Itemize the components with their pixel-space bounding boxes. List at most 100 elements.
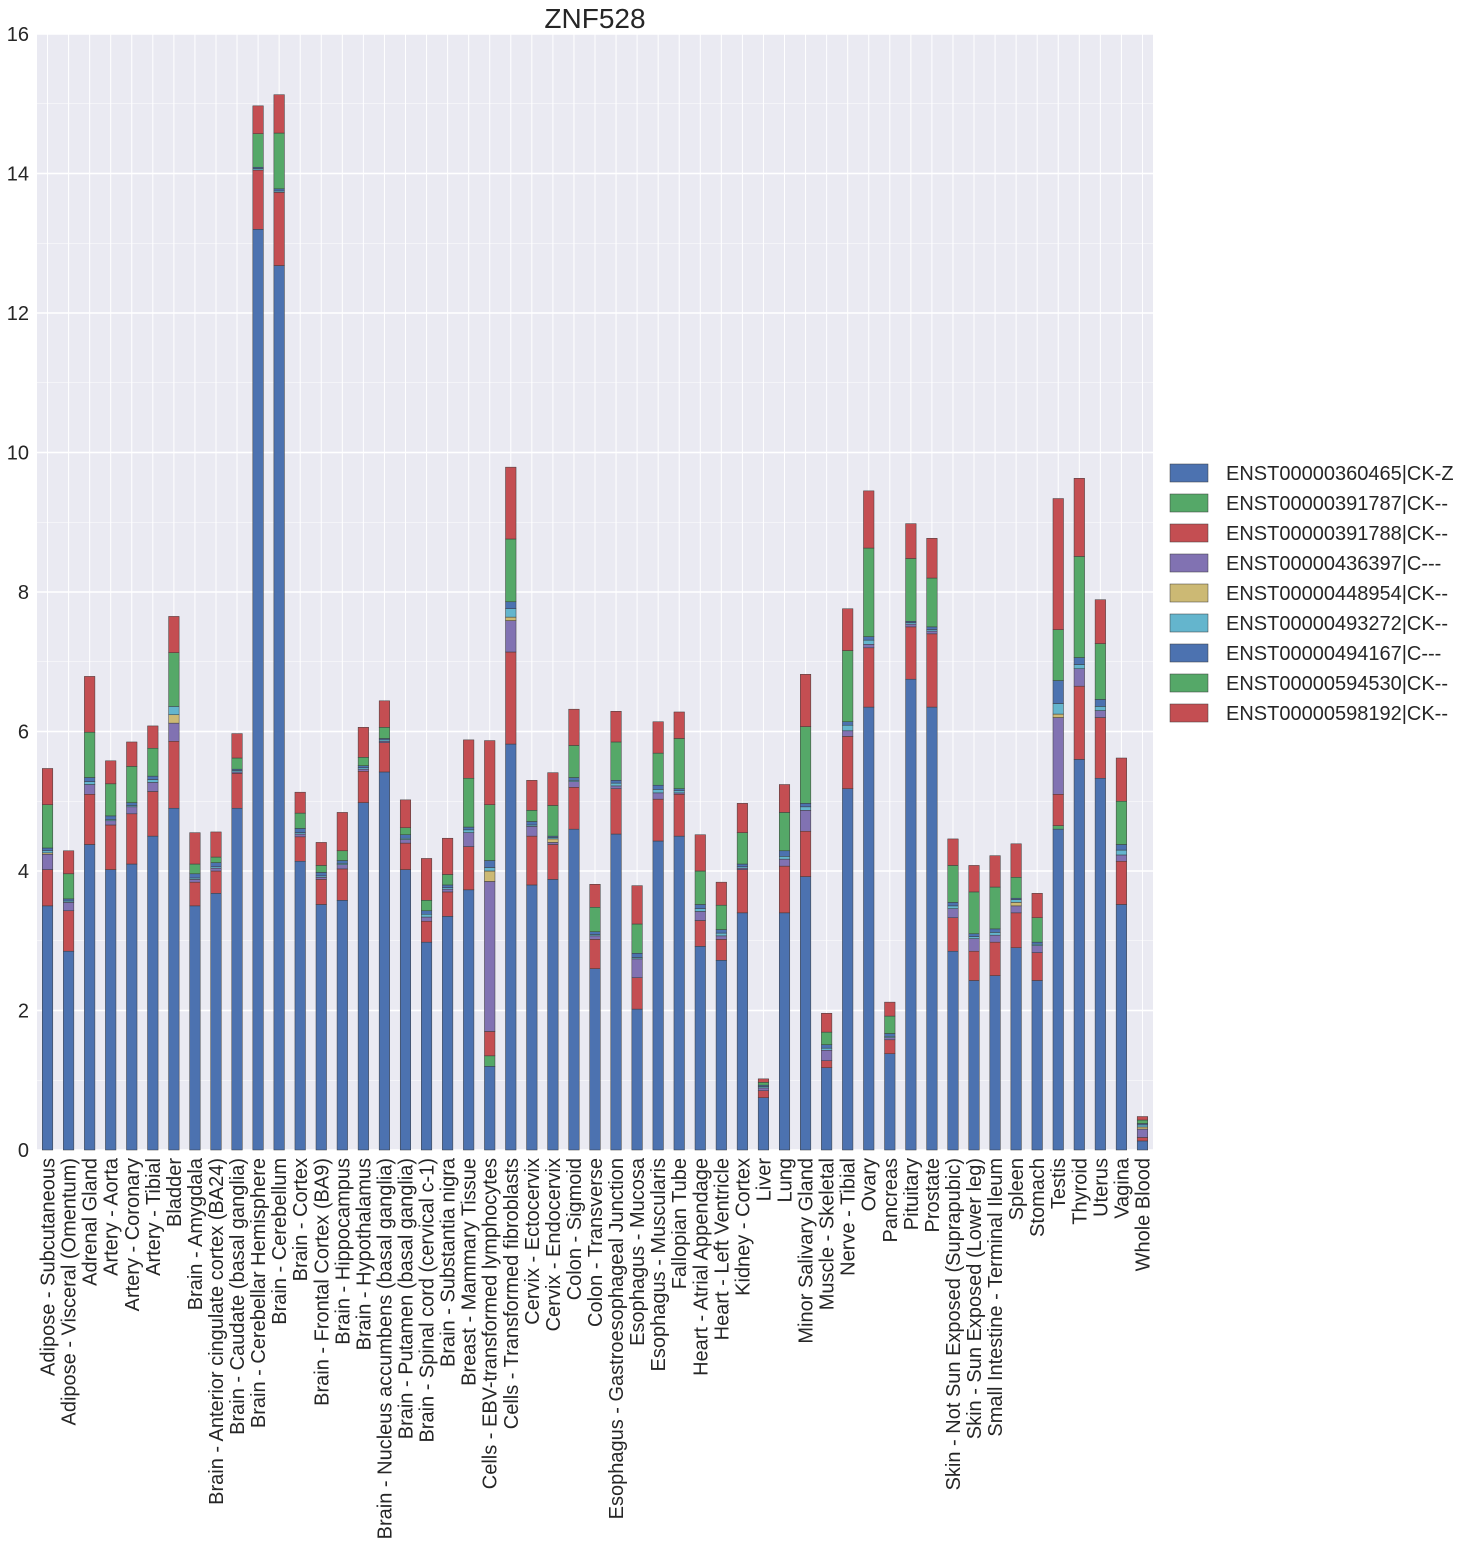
x-tick-label: Brain - Amygdala [185,1157,207,1310]
bar-segment [863,636,875,641]
bar-segment [778,850,791,857]
bar-segment [399,799,412,829]
x-tick-label: Esophagus - Gastroesophageal Junction [606,1158,628,1519]
x-tick-label: Pituitary [901,1158,923,1230]
bar-segment [568,777,580,781]
bar-segment [484,881,496,1032]
bar-segment [652,798,664,842]
bar-segment [652,840,664,1151]
bar-segment [715,939,727,961]
bar-segment [1094,710,1106,718]
bar-segment [1010,877,1022,899]
x-tick-label: Brain - Putamen (basal ganglia) [395,1158,417,1439]
y-tick-label: 10 [7,443,29,465]
bar-segment [189,905,201,1151]
x-tick-label: Brain - Cerebellar Hemisphere [248,1158,270,1428]
bar-segment [673,794,685,837]
x-tick-label: Adrenal Gland [80,1158,102,1286]
bar-segment [105,783,117,817]
bar-segment [168,741,180,809]
bar-segment [399,827,412,835]
bar-segment [105,760,117,785]
bar-segment [1115,854,1127,862]
bar-segment [484,867,496,872]
bar-segment [1073,685,1085,760]
y-tick-label: 16 [7,24,29,46]
bar-segment [252,133,264,168]
bar-segment [399,842,412,870]
bar-segment [1052,703,1064,715]
bar-segment [694,834,706,872]
bar-segment [1052,713,1064,718]
y-tick-label: 2 [18,1001,29,1023]
bar-segment [589,907,601,932]
bar-segment [505,620,517,653]
x-tick-label: Heart - Atrial Appendage [690,1158,712,1376]
bar-segment [821,1044,833,1049]
bar-segment [652,784,664,790]
bar-segment [336,860,348,864]
bar-segment [1115,860,1127,905]
bar-segment [168,652,180,707]
bar-segment [947,917,959,952]
bar-segment [905,558,917,622]
bar-segment [1073,478,1085,557]
x-tick-label: Brain - Anterior cingulate cortex (BA24) [206,1158,228,1505]
bar-segment [968,950,980,981]
bar-segment [1094,706,1106,711]
bar-segment [463,889,475,1151]
bar-segment [715,904,727,930]
bar-segment [484,1066,496,1151]
bar-segment [63,902,75,912]
bar-segment [1031,893,1043,918]
bar-segment [442,837,454,875]
bar-segment [778,784,791,813]
bar-segment [863,644,875,649]
bar-segment [757,1090,769,1098]
bar-segment [715,960,727,1151]
legend-swatch [1169,613,1209,633]
bar-segment [84,781,96,785]
bar-segment [168,616,180,653]
bar-segment [421,913,433,918]
bar-segment [800,726,812,804]
bar-segment [715,929,727,934]
bar-segment [1031,980,1043,1151]
legend-label: ENST00000360465|CK-Z [1226,463,1454,485]
bar-segment [357,727,369,758]
bar-segment [463,846,475,891]
bar-segment [168,714,180,724]
legend-swatch [1169,493,1209,513]
bar-segment [63,950,75,1151]
bar-segment [463,777,475,828]
x-tick-label: Brain - Frontal Cortex (BA9) [311,1158,333,1406]
bar-segment [568,781,580,788]
bar-segment [631,923,643,954]
bar-segment [800,806,812,811]
x-tick-label: Minor Salivary Gland [796,1158,818,1344]
bar-segment [231,757,243,770]
bar-segment [315,879,327,905]
bar-segment [378,727,390,739]
bar-segment [736,869,748,914]
bar-segment [610,780,622,784]
bar-segment [694,911,706,921]
bar-segment [610,741,622,781]
bar-segment [736,912,748,1151]
bar-segment [105,815,117,820]
bar-segment [905,623,917,628]
bar-segment [378,700,390,728]
bar-segment [736,803,748,833]
bar-segment [800,830,812,877]
bar-segment [42,854,54,870]
legend-swatch [1169,463,1209,483]
bar-segment [989,928,1001,933]
bar-segment [147,747,159,777]
bar-segment [547,879,559,1151]
bar-segment [252,229,264,1151]
bar-segment [336,900,348,1151]
bar-segment [863,547,875,637]
bar-segment [357,802,369,1151]
bar-segment [189,873,201,879]
bar-segment [842,730,854,737]
